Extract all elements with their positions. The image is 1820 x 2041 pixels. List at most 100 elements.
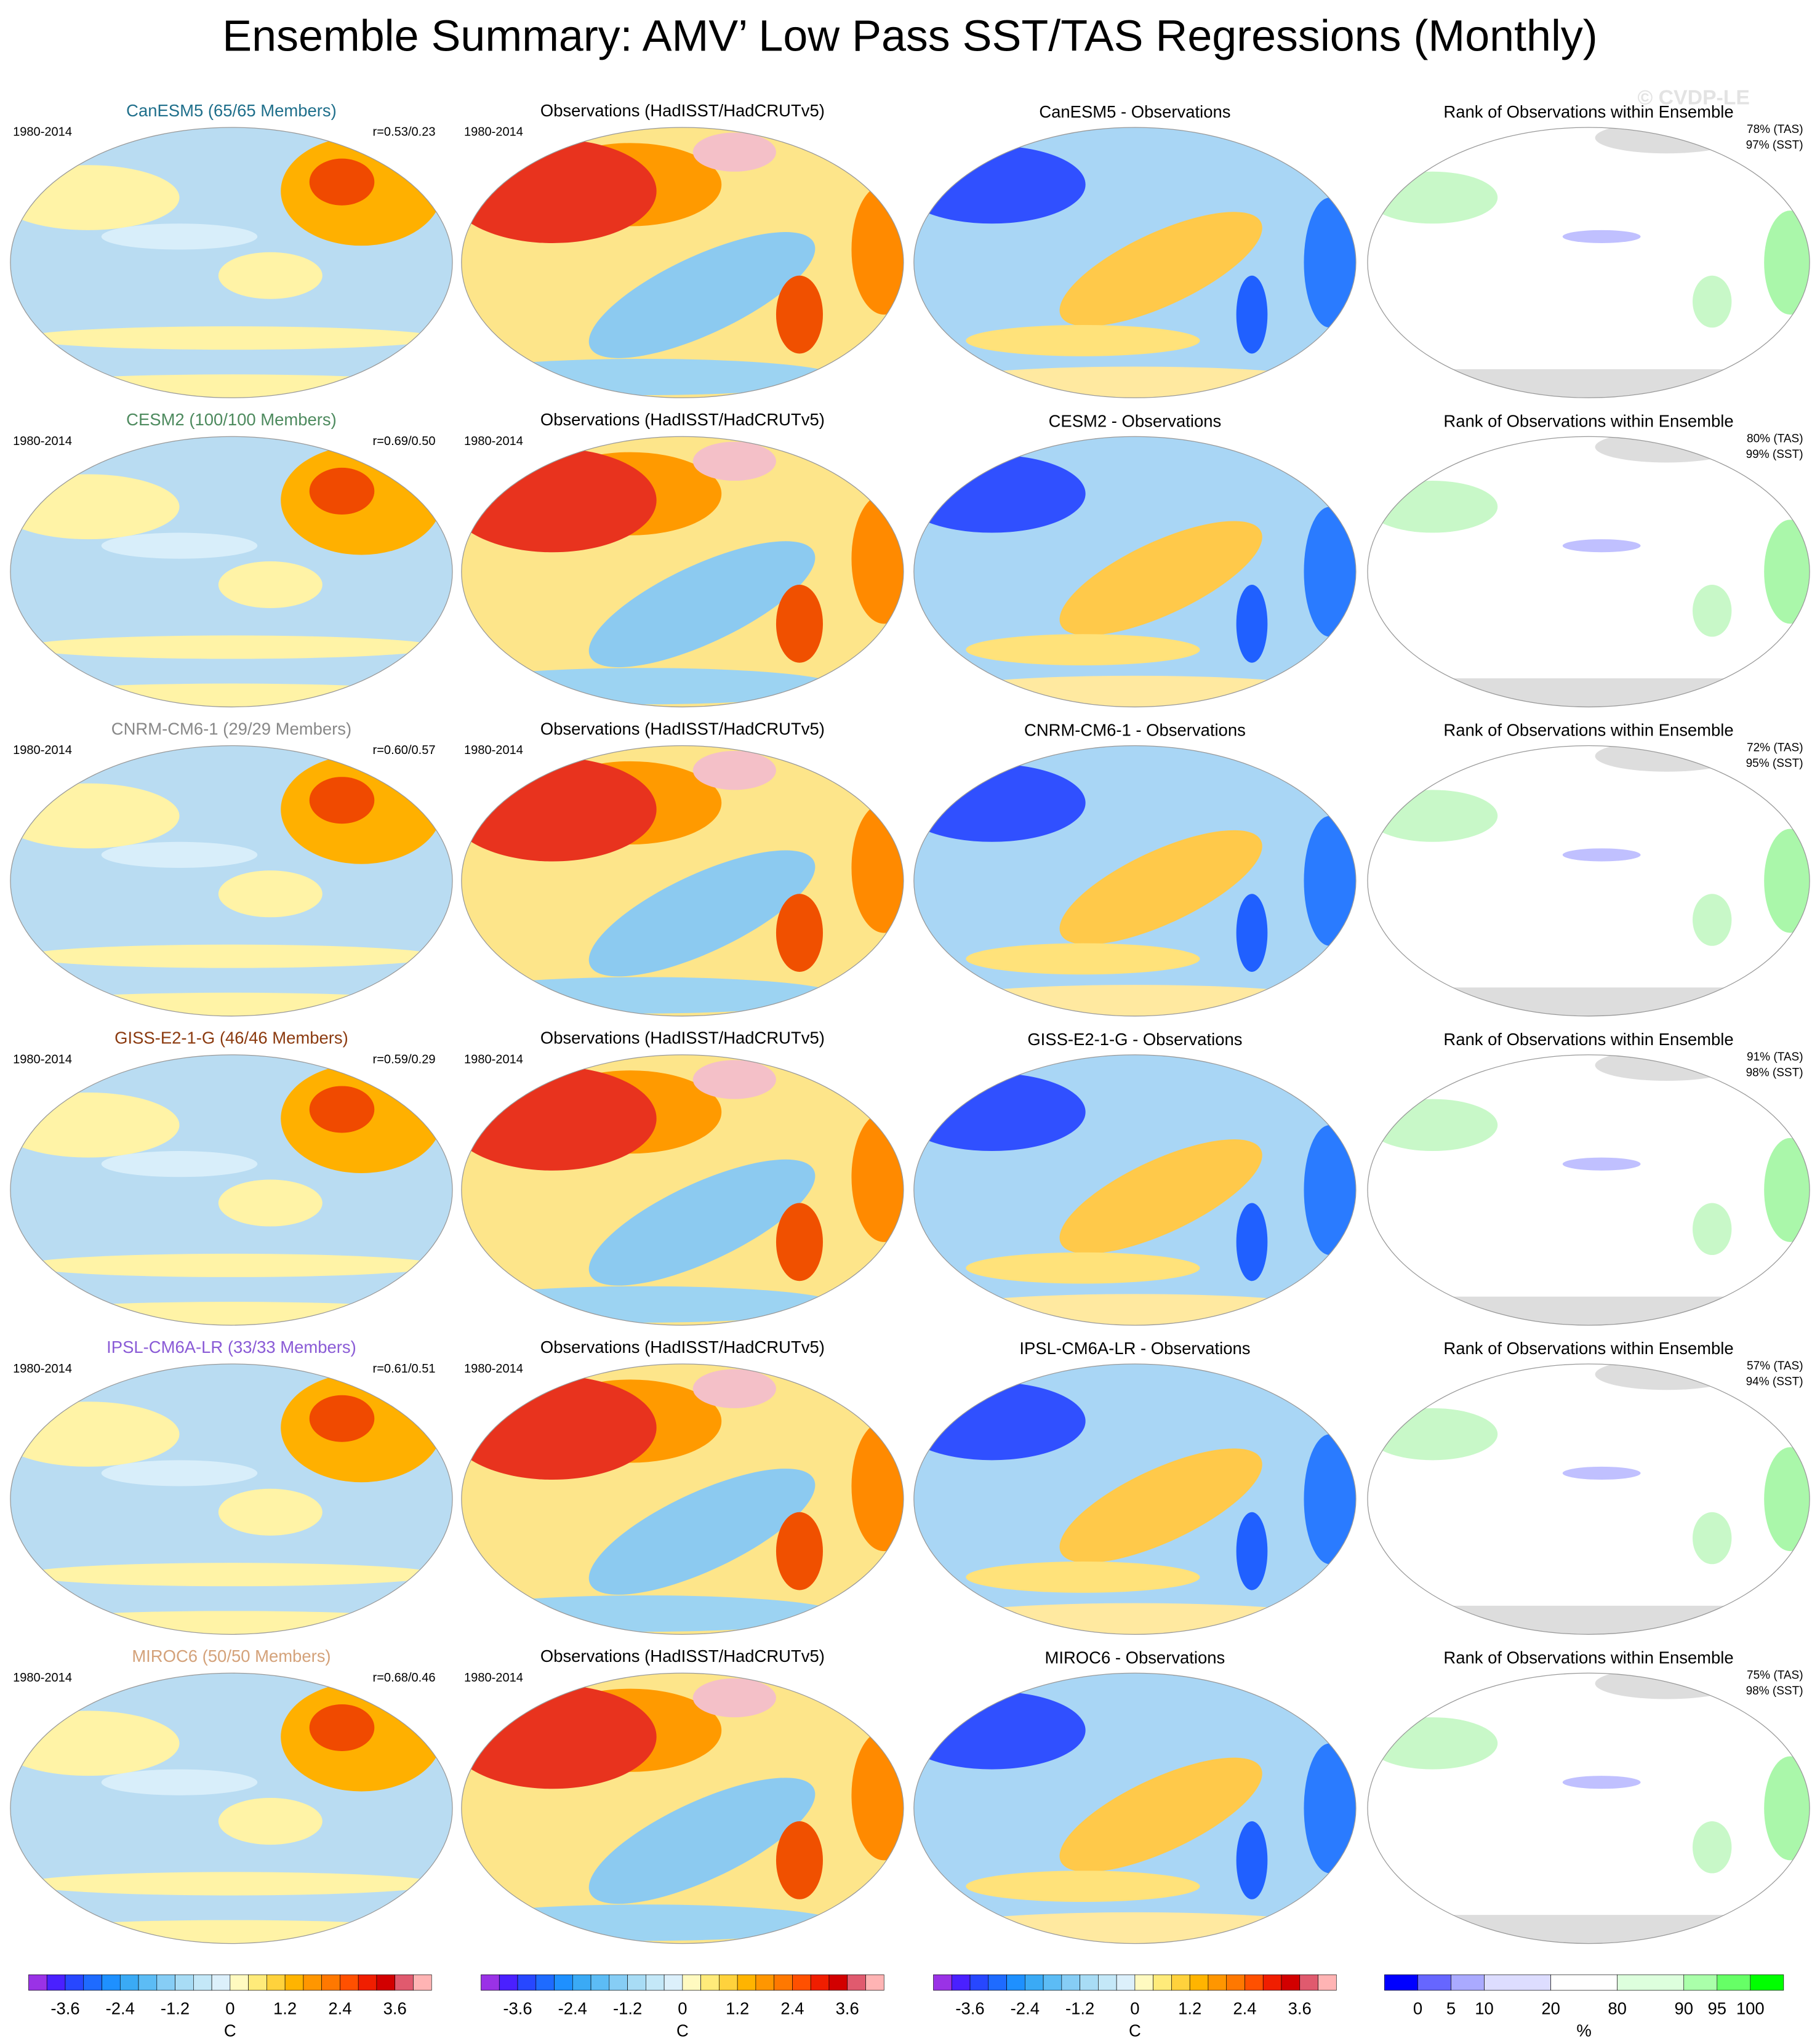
colorbar-box (1717, 1974, 1751, 1991)
colorbar-box (1245, 1974, 1264, 1991)
figure-title: Ensemble Summary: AMV’ Low Pass SST/TAS … (222, 11, 1597, 60)
colorbar-box (1750, 1974, 1784, 1991)
map-diff (898, 436, 1355, 707)
model-title: CNRM-CM6-1 (29/29 Members) (111, 719, 351, 738)
rank-sst: 98% (SST) (1746, 1066, 1803, 1079)
colorbar-unit: C (676, 2021, 689, 2040)
colorbar-box (211, 1974, 231, 1991)
colorbar-box (865, 1974, 884, 1991)
diff-title: CanESM5 - Observations (1039, 102, 1230, 121)
colorbar-box (646, 1974, 665, 1991)
colorbar-box (321, 1974, 340, 1991)
colorbar-box (1281, 1974, 1301, 1991)
colorbar-box (1189, 1974, 1209, 1991)
colorbar-tick-label: 0 (678, 1999, 687, 2018)
colorbar-unit: C (224, 2021, 236, 2040)
colorbar-box (535, 1974, 555, 1991)
colorbar-box (1318, 1974, 1337, 1991)
diff-title: GISS-E2-1-G - Observations (1027, 1030, 1242, 1049)
pattern-correlation: r=0.59/0.29 (373, 1053, 436, 1067)
colorbar-tick-label: 20 (1541, 1999, 1560, 2018)
map-diff (898, 1364, 1355, 1634)
rank-sst: 94% (SST) (1746, 1376, 1803, 1389)
colorbar-box (1226, 1974, 1245, 1991)
colorbar-box (303, 1974, 322, 1991)
obs-period: 1980-2014 (464, 1362, 523, 1376)
colorbar-box (413, 1974, 432, 1991)
colorbar-box (1043, 1974, 1062, 1991)
colorbar-tick-label: -3.6 (50, 1999, 79, 2018)
colorbar-box (663, 1974, 683, 1991)
obs-period: 1980-2014 (464, 744, 523, 757)
colorbar-tick-label: -2.4 (106, 1999, 135, 2018)
colorbar-box (175, 1974, 194, 1991)
colorbar-tick-label: 95 (1708, 1999, 1727, 2018)
colorbar-box (1683, 1974, 1718, 1991)
colorbar-box (358, 1974, 377, 1991)
colorbar-tick-label: 3.6 (383, 1999, 407, 2018)
diff-title: CESM2 - Observations (1049, 411, 1222, 430)
colorbar-box (737, 1974, 756, 1991)
colorbar-tick-label: 2.4 (1233, 1999, 1256, 2018)
map-rank (1368, 431, 1816, 718)
colorbar-box (46, 1974, 66, 1991)
rank-title: Rank of Observations within Ensemble (1443, 1030, 1733, 1049)
colorbar-box (1208, 1974, 1227, 1991)
colorbar-box (755, 1974, 775, 1991)
colorbar-box (1299, 1974, 1318, 1991)
colorbar-box (65, 1974, 84, 1991)
colorbar-box (340, 1974, 359, 1991)
colorbar-box (230, 1974, 249, 1991)
map-rank (1368, 1359, 1816, 1645)
map-model (0, 1055, 452, 1328)
map-obs (449, 127, 916, 398)
obs-title: Observations (HadISST/HadCRUTv5) (540, 410, 825, 429)
colorbar-box (1006, 1974, 1025, 1991)
colorbar-box (1417, 1974, 1451, 1991)
colorbar-box (395, 1974, 414, 1991)
colorbar-tick-label: 0 (1130, 1999, 1139, 2018)
colorbar-box (988, 1974, 1007, 1991)
colorbar-box (267, 1974, 286, 1991)
colorbar-box (83, 1974, 102, 1991)
colorbar-box (28, 1974, 47, 1991)
colorbar-box (572, 1974, 591, 1991)
period: 1980-2014 (13, 126, 72, 139)
colorbar-box (1080, 1974, 1099, 1991)
obs-period: 1980-2014 (464, 126, 523, 139)
rank-tas: 72% (TAS) (1747, 742, 1803, 755)
obs-period: 1980-2014 (464, 1053, 523, 1067)
rank-title: Rank of Observations within Ensemble (1443, 1339, 1733, 1358)
rank-sst: 98% (SST) (1746, 1685, 1803, 1698)
diff-title: CNRM-CM6-1 - Observations (1024, 721, 1246, 740)
rank-tas: 75% (TAS) (1747, 1669, 1803, 1682)
colorbar-box (810, 1974, 830, 1991)
colorbar-box (1484, 1974, 1551, 1991)
model-title: CESM2 (100/100 Members) (126, 410, 337, 429)
colorbar-tick-label: 3.6 (836, 1999, 859, 2018)
rank-sst: 95% (SST) (1746, 757, 1803, 770)
rank-title: Rank of Observations within Ensemble (1443, 102, 1733, 121)
rank-tas: 78% (TAS) (1747, 123, 1803, 136)
colorbar-unit: C (1129, 2021, 1141, 2040)
colorbar-box (792, 1974, 811, 1991)
map-obs (449, 1673, 916, 1943)
colorbar-box (554, 1974, 573, 1991)
colorbar-tick-label: 2.4 (780, 1999, 804, 2018)
colorbar-box (590, 1974, 610, 1991)
colorbar-box (1171, 1974, 1190, 1991)
model-title: GISS-E2-1-G (46/46 Members) (114, 1029, 348, 1048)
map-obs (449, 436, 916, 707)
colorbar-tick-label: 2.4 (328, 1999, 351, 2018)
colorbar-box (499, 1974, 518, 1991)
pattern-correlation: r=0.68/0.46 (373, 1671, 436, 1685)
colorbar-tick-label: 100 (1736, 1999, 1765, 2018)
colorbar-tick-label: 90 (1674, 1999, 1693, 2018)
map-model (0, 436, 452, 710)
colorbar-box (156, 1974, 175, 1991)
obs-title: Observations (HadISST/HadCRUTv5) (540, 1029, 825, 1048)
rank-tas: 57% (TAS) (1747, 1360, 1803, 1373)
map-obs (449, 746, 916, 1016)
rank-title: Rank of Observations within Ensemble (1443, 721, 1733, 740)
obs-period: 1980-2014 (464, 1671, 523, 1685)
